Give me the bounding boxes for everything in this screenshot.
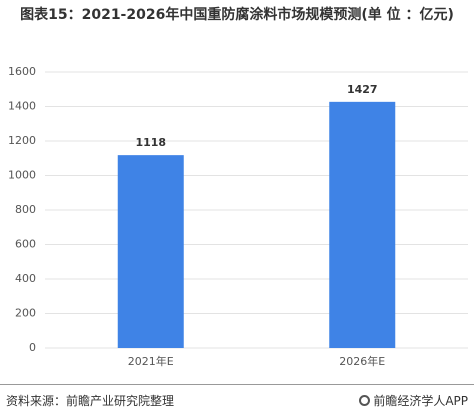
y-tick-label: 1400 — [8, 100, 36, 113]
y-tick-label: 0 — [29, 341, 36, 354]
data-label: 1427 — [347, 83, 378, 96]
x-tick-label: 2021年E — [128, 354, 174, 368]
chart-title: 图表15：2021-2026年中国重防腐涂料市场规模预测(单 位 ：亿元) — [20, 7, 454, 23]
y-tick-label: 200 — [15, 307, 36, 320]
y-tick-label: 1000 — [8, 169, 36, 182]
x-tick-label: 2026年E — [339, 354, 385, 368]
data-label: 1118 — [135, 136, 166, 149]
brand: 前瞻经济学人APP — [359, 392, 468, 409]
source: 资料来源：前瞻产业研究院整理 — [6, 394, 175, 408]
y-tick-label: 800 — [15, 203, 36, 216]
y-tick-label: 1600 — [8, 65, 36, 78]
y-tick-label: 1200 — [8, 134, 36, 147]
logo — [359, 395, 371, 406]
y-tick-label: 400 — [15, 272, 36, 285]
chart: 0 200 400 600 800 1000 1200 1400 1600 2021年E 1118 2… — [8, 65, 468, 368]
bar — [329, 101, 396, 348]
brand-text: 前瞻经济学人APP — [373, 394, 468, 408]
bar — [117, 155, 184, 348]
y-tick-label: 600 — [15, 238, 36, 251]
footer: 资料来源：前瞻产业研究院整理 前瞻经济学人APP — [0, 384, 474, 418]
